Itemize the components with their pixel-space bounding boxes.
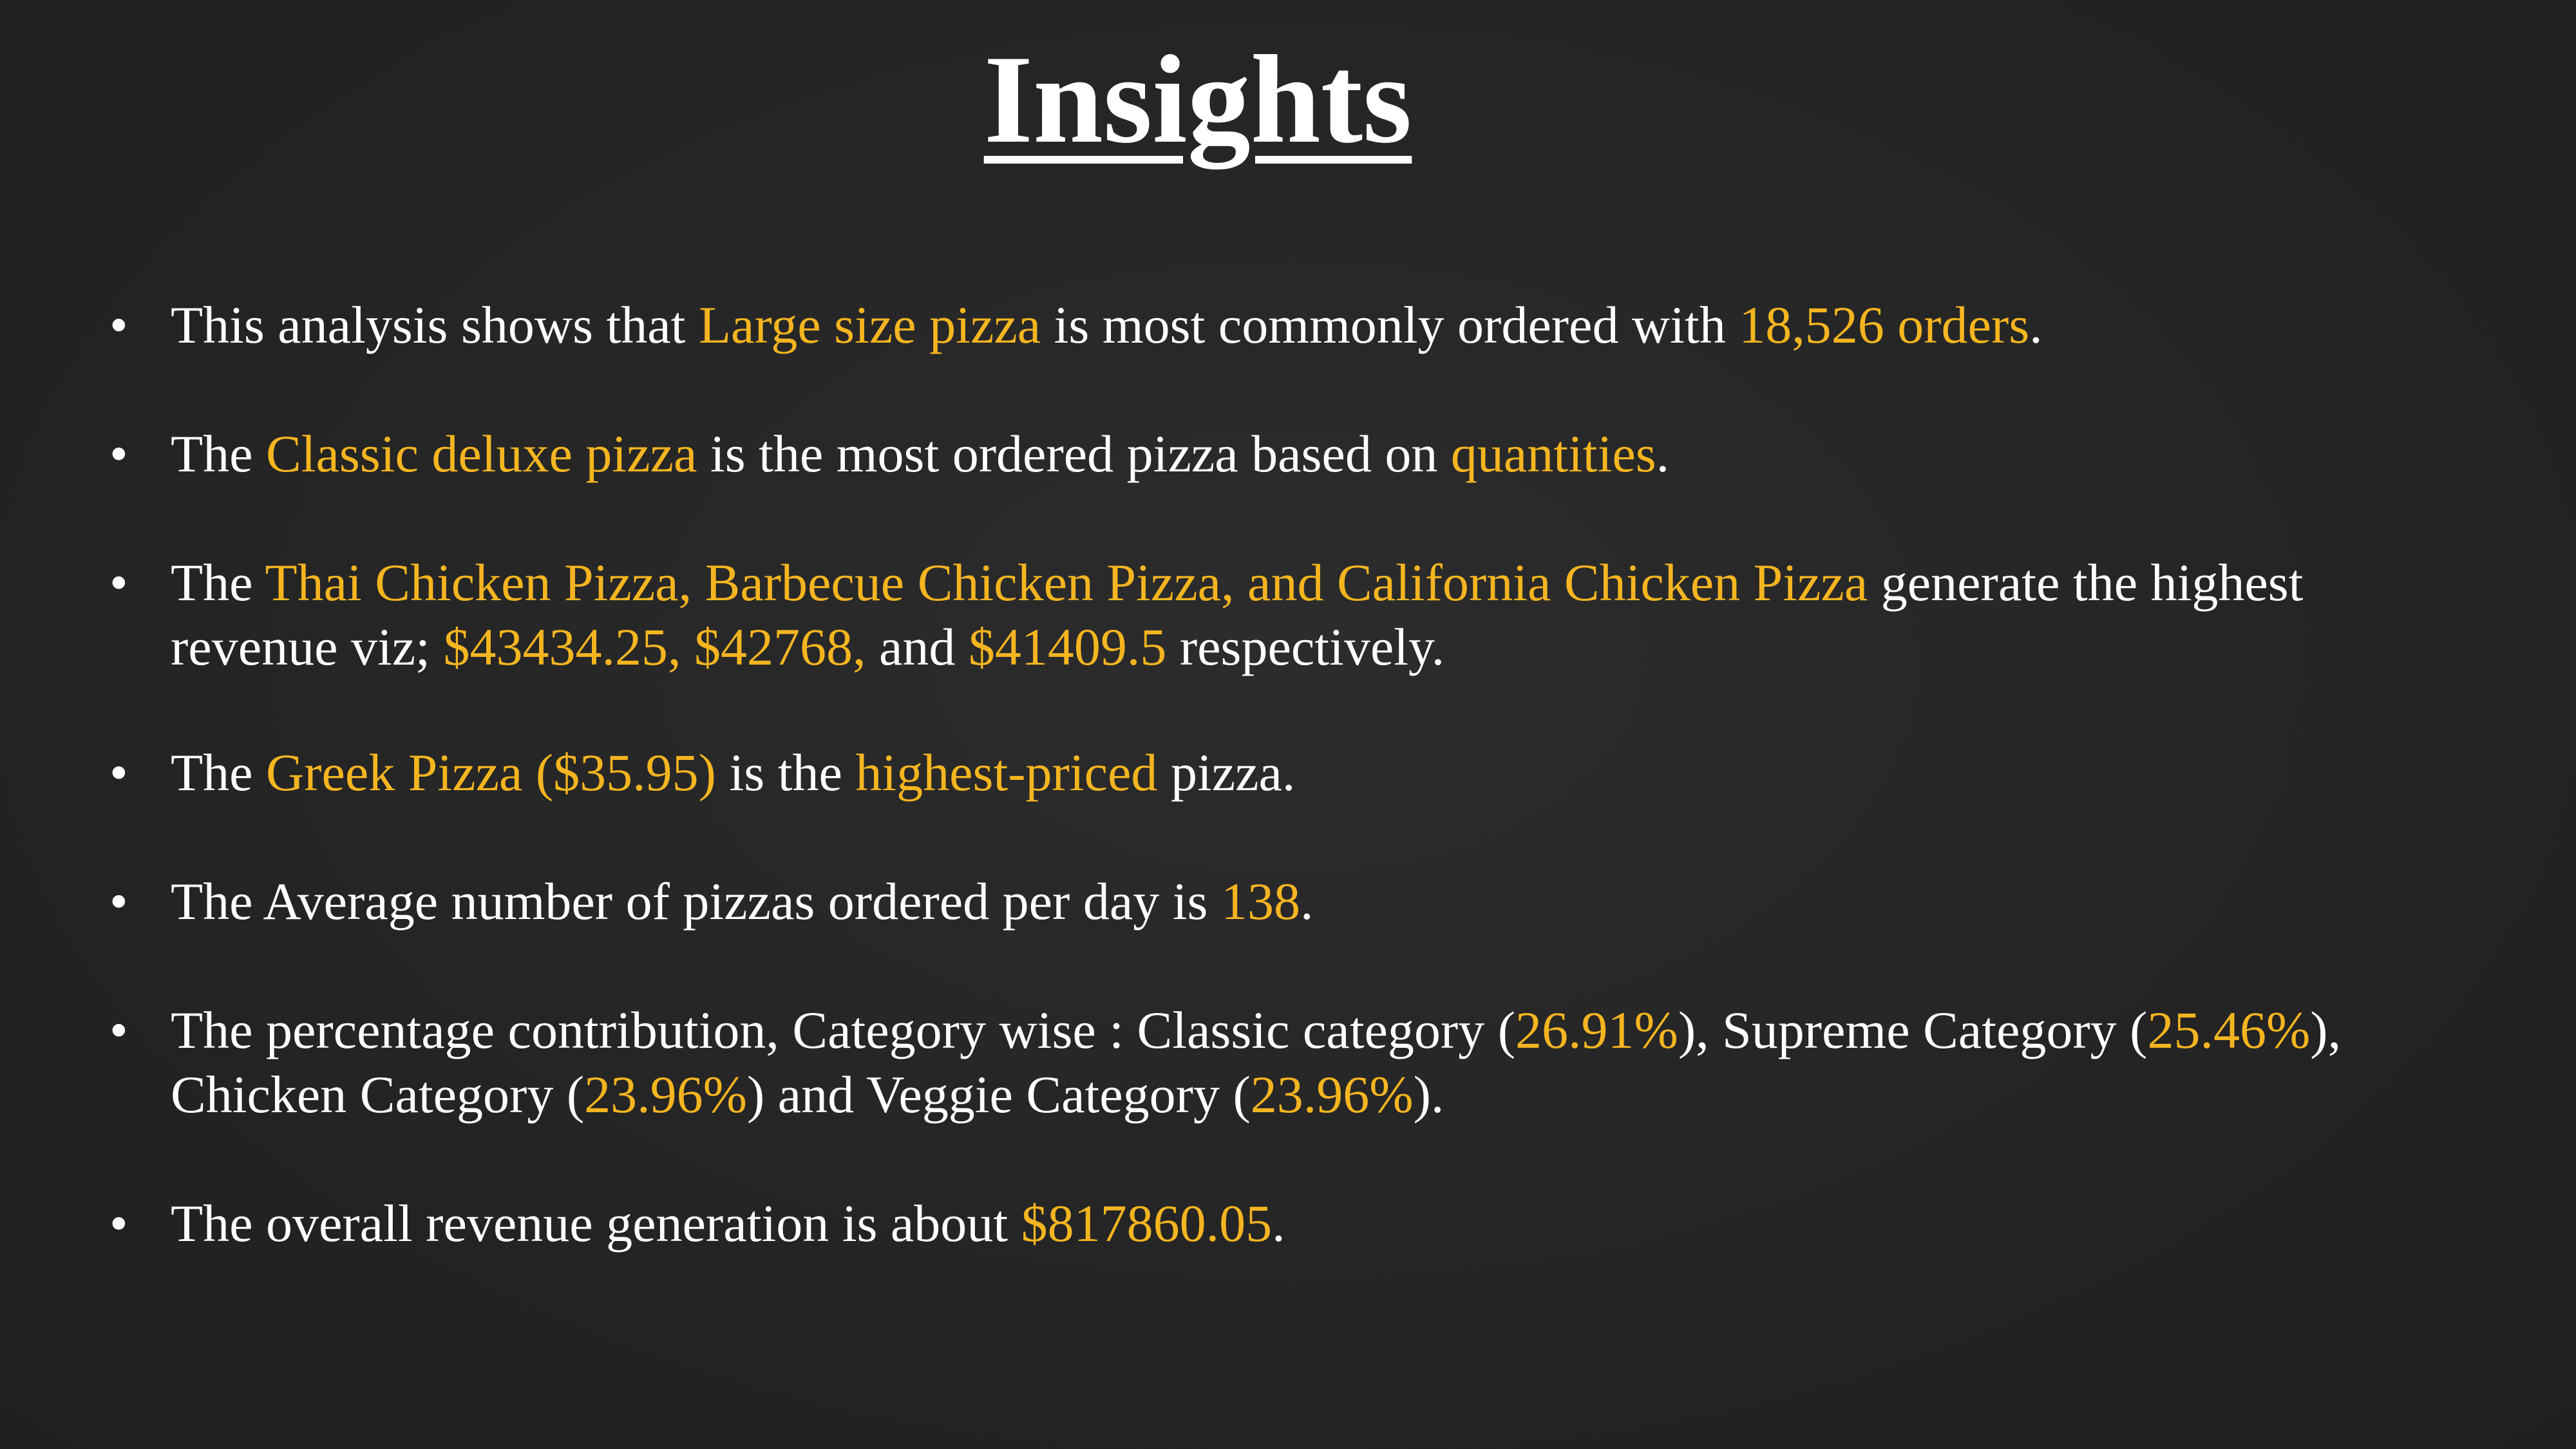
highlight-text: 138 — [1220, 872, 1300, 931]
slide-title: Insights — [0, 26, 2396, 174]
insight-text: respectively. — [1166, 618, 1445, 676]
insight-line: The Classic deluxe pizza is the most ord… — [171, 422, 2489, 486]
insight-line: The overall revenue generation is about … — [171, 1191, 2489, 1256]
insight-text: is the most ordered pizza based on — [697, 424, 1451, 483]
insight-line: Chicken Category (23.96%) and Veggie Cat… — [171, 1063, 2489, 1127]
insight-text: This analysis shows that — [171, 296, 699, 354]
highlight-text: $41409.5 — [968, 618, 1167, 676]
insight-text: revenue viz; — [171, 618, 444, 676]
insight-text: . — [1656, 424, 1670, 483]
bullet-marker: • — [109, 743, 128, 802]
insight-text: The — [171, 424, 266, 483]
insight-text: ), Supreme Category ( — [1678, 1001, 2148, 1059]
insight-text: . — [1300, 872, 1314, 931]
bullet-marker: • — [109, 296, 128, 354]
bullet-marker: • — [109, 553, 128, 612]
highlight-text: highest-priced — [855, 743, 1158, 802]
highlight-text: Large size pizza — [698, 296, 1041, 354]
highlight-text: Greek Pizza ($35.95) — [265, 743, 716, 802]
insight-line: The Average number of pizzas ordered per… — [171, 869, 2489, 934]
highlight-text: 18,526 orders — [1739, 296, 2030, 354]
insight-text: The overall revenue generation is about — [171, 1194, 1021, 1253]
insight-line: The Thai Chicken Pizza, Barbecue Chicken… — [171, 551, 2489, 615]
slide-title-text: Insights — [983, 30, 1412, 169]
insight-text: and — [866, 618, 969, 676]
highlight-text: 26.91% — [1515, 1001, 1678, 1059]
insight-text: The — [171, 743, 266, 802]
insight-text: generate the highest — [1868, 553, 2304, 612]
insight-text: . — [1272, 1194, 1285, 1253]
insight-line: The percentage contribution, Category wi… — [171, 998, 2489, 1063]
highlight-text: Thai Chicken Pizza, Barbecue Chicken Piz… — [265, 553, 1868, 612]
insight-text: Chicken Category ( — [171, 1065, 585, 1124]
highlight-text: 25.46% — [2147, 1001, 2311, 1059]
highlight-text: quantities — [1450, 424, 1656, 483]
highlight-text: Classic deluxe pizza — [265, 424, 697, 483]
insight-text: ) and Veggie Category ( — [746, 1065, 1251, 1124]
bullet-marker: • — [109, 1001, 128, 1059]
insight-text: ). — [1413, 1065, 1444, 1124]
insight-text: The Average number of pizzas ordered per… — [171, 872, 1221, 931]
insight-line: revenue viz; $43434.25, $42768, and $414… — [171, 615, 2489, 679]
insight-text: ), — [2310, 1001, 2342, 1059]
insight-text: The — [171, 553, 265, 612]
insight-text: pizza. — [1157, 743, 1296, 802]
highlight-text: $817860.05 — [1021, 1194, 1273, 1253]
insight-text: The percentage contribution, Category wi… — [171, 1001, 1515, 1059]
highlight-text: 23.96% — [1250, 1065, 1414, 1124]
insight-line: The Greek Pizza ($35.95) is the highest-… — [171, 741, 2489, 805]
highlight-text: 23.96% — [584, 1065, 747, 1124]
bullet-marker: • — [109, 1194, 128, 1253]
insight-text: is the — [716, 743, 856, 802]
insight-text: is most commonly ordered with — [1041, 296, 1739, 354]
insight-line: This analysis shows that Large size pizz… — [171, 293, 2489, 357]
bullet-marker: • — [109, 424, 128, 483]
insight-text: . — [2029, 296, 2043, 354]
highlight-text: $43434.25, $42768, — [443, 618, 866, 676]
bullet-marker: • — [109, 872, 128, 931]
